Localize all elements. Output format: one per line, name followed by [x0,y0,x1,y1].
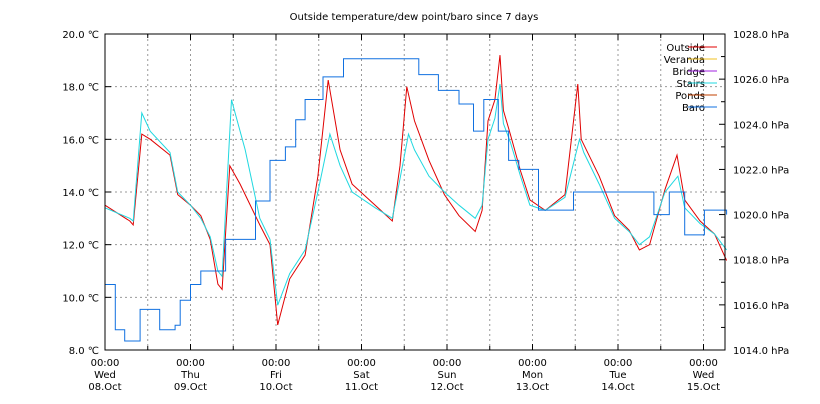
axes: 00:00Wed08.Oct00:00Thu09.Oct00:00Fri10.O… [62,30,789,393]
x-tick-label-time: 00:00 [176,358,205,369]
x-tick-label-date: 15.Oct [687,382,720,393]
series-lines [104,55,728,342]
x-tick-label-date: 09.Oct [174,382,207,393]
series-line-stairs [104,83,727,306]
legend-label-baro: Baro [682,103,705,114]
x-tick-label-time: 00:00 [689,358,718,369]
legend-label-veranda: Veranda [664,55,705,66]
x-tick-label-day: Sun [437,370,456,381]
y-right-tick-label: 1020.0 hPa [733,211,789,222]
y-left-tick-label: 14.0 ℃ [62,188,99,199]
x-tick-label-date: 10.Oct [259,382,292,393]
y-right-tick-label: 1028.0 hPa [733,30,789,41]
legend-label-stairs: Stairs [677,79,706,90]
x-tick-label-date: 13.Oct [516,382,549,393]
y-left-tick-label: 10.0 ℃ [62,293,99,304]
x-tick-label-day: Fri [270,370,282,381]
y-left-tick-label: 18.0 ℃ [62,83,99,94]
y-left-tick-label: 20.0 ℃ [62,30,99,41]
y-right-tick-label: 1014.0 hPa [733,346,789,357]
x-tick-label-time: 00:00 [262,358,291,369]
x-tick-label-time: 00:00 [518,358,547,369]
legend-label-outside: Outside [666,43,705,54]
y-right-tick-label: 1022.0 hPa [733,165,789,176]
x-tick-label-day: Wed [693,370,715,381]
x-tick-label-time: 00:00 [91,358,120,369]
y-left-tick-label: 8.0 ℃ [69,346,99,357]
x-tick-label-time: 00:00 [347,358,376,369]
x-tick-label-time: 00:00 [604,358,633,369]
x-tick-label-date: 14.Oct [601,382,634,393]
legend-label-bridge: Bridge [672,67,705,78]
x-tick-label-day: Tue [608,370,626,381]
y-right-tick-label: 1026.0 hPa [733,75,789,86]
y-right-tick-label: 1018.0 hPa [733,256,789,267]
chart-title: Outside temperature/dew point/baro since… [290,12,539,23]
series-line-baro [105,58,728,342]
y-right-tick-label: 1024.0 hPa [733,120,789,131]
x-tick-label-time: 00:00 [433,358,462,369]
y-left-tick-label: 12.0 ℃ [62,241,99,252]
x-tick-label-date: 12.Oct [430,382,463,393]
y-left-tick-label: 16.0 ℃ [62,135,99,146]
y-right-tick-label: 1016.0 hPa [733,301,789,312]
legend-label-ponds: Ponds [675,91,705,102]
x-tick-label-date: 11.Oct [345,382,378,393]
x-tick-label-day: Wed [94,370,116,381]
x-tick-label-day: Mon [522,370,543,381]
x-tick-label-day: Thu [180,370,200,381]
series-line-outside [104,55,728,326]
x-tick-label-date: 08.Oct [88,382,121,393]
x-tick-label-day: Sat [353,370,369,381]
